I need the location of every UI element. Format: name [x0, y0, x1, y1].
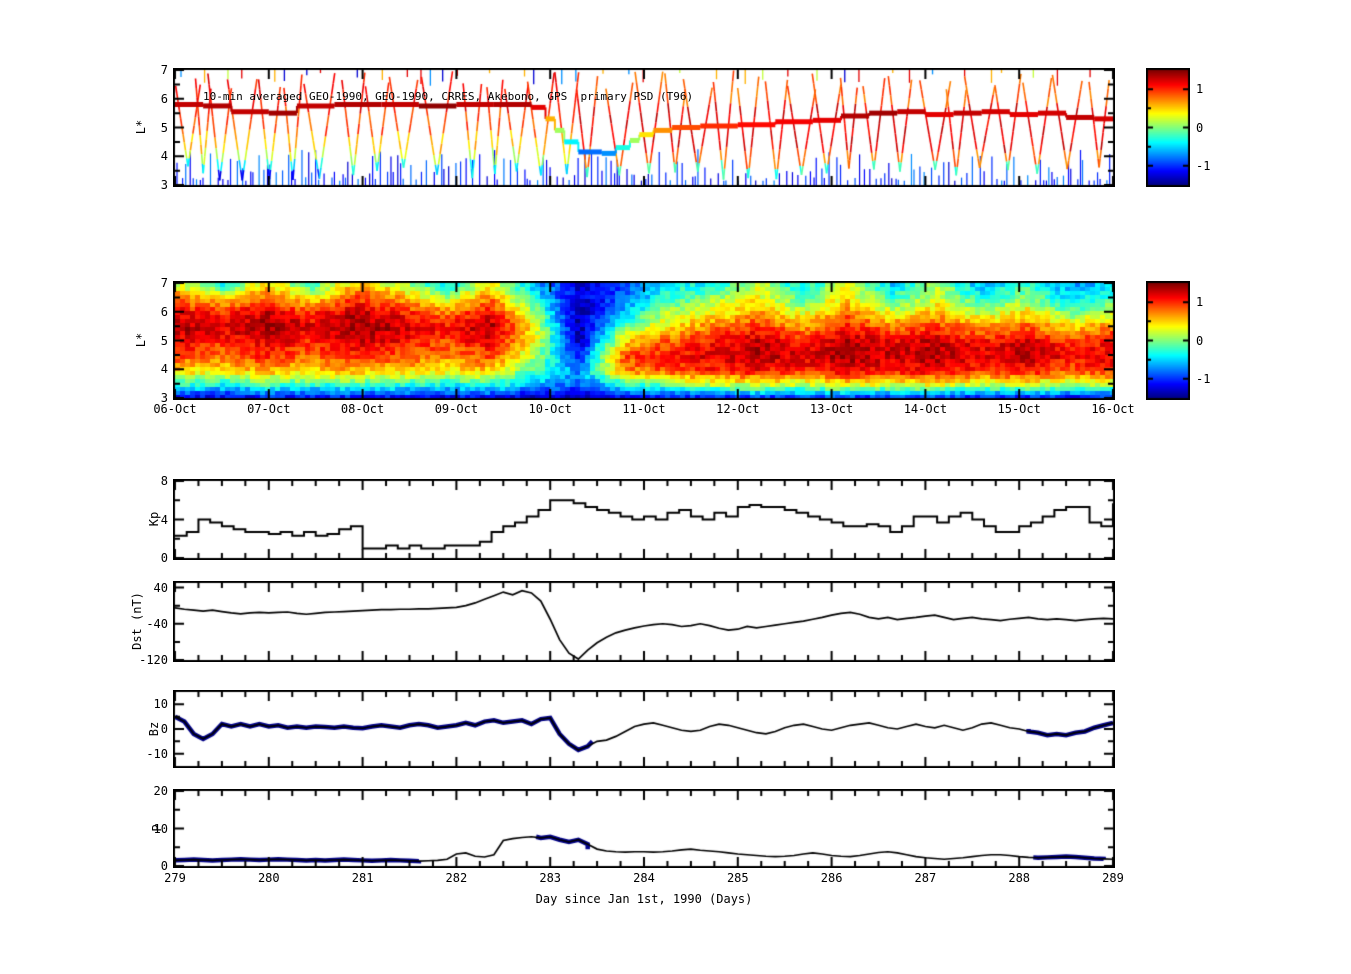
colorbar-tick-label: -1	[1196, 371, 1211, 386]
x-axis-label: Day since Jan 1st, 1990 (Days)	[535, 892, 753, 906]
colorbar-tick-label: -1	[1196, 158, 1211, 173]
x-tick-label: 285	[726, 871, 749, 885]
x-tick-label: 284	[633, 871, 655, 885]
x-tick-label: 282	[445, 871, 468, 885]
y-tick-label: 6	[160, 304, 168, 319]
colorbar-tick-label: 0	[1196, 333, 1204, 348]
y-tick-label: 4	[160, 149, 168, 164]
p-panel	[173, 789, 1115, 868]
date-tick-label: 06-Oct	[153, 402, 197, 416]
y-tick-label: 20	[153, 784, 168, 798]
kp-panel	[173, 479, 1115, 560]
x-tick-label: 288	[1008, 871, 1031, 885]
dst-panel	[173, 581, 1115, 662]
y-tick-label: 3	[160, 178, 168, 192]
x-tick-label: 287	[914, 871, 937, 885]
psd-title: 10-min averaged GEO-1990, GEO-1990, CRRE…	[203, 90, 694, 103]
date-tick-label: 14-Oct	[903, 402, 948, 416]
bz-panel	[173, 690, 1115, 768]
colorbar-tick-label: 0	[1196, 120, 1204, 135]
date-tick-label: 16-Oct	[1091, 402, 1135, 416]
y-tick-label: 7	[160, 276, 168, 290]
y-tick-label: 5	[160, 333, 168, 348]
y-tick-label: -10	[146, 746, 168, 761]
colorbar-tick-label: 1	[1196, 82, 1204, 97]
y-tick-label: 0	[160, 859, 168, 873]
colorbar-middle	[1146, 281, 1190, 400]
y-tick-label: 0	[160, 722, 168, 736]
y-tick-label: 40	[153, 580, 168, 595]
psd_spectrogram-panel	[173, 281, 1115, 400]
psd_scatter-panel	[173, 68, 1115, 187]
y-tick-label: -40	[146, 616, 168, 631]
date-tick-label: 08-Oct	[340, 402, 385, 416]
y-tick-label: 0	[160, 551, 168, 565]
y-tick-label: 10	[153, 697, 168, 712]
y-tick-label: 4	[160, 362, 168, 377]
y-tick-label: 6	[160, 91, 168, 106]
date-tick-label: 07-Oct	[247, 402, 291, 416]
y-tick-label: 5	[160, 120, 168, 135]
colorbar-top	[1146, 68, 1190, 187]
date-tick-label: 11-Oct	[622, 402, 666, 416]
y-tick-label: -120	[139, 653, 168, 667]
x-tick-label: 281	[351, 871, 374, 885]
y-tick-label: 4	[160, 512, 168, 527]
colorbar-tick-label: 1	[1196, 295, 1204, 310]
date-tick-label: 10-Oct	[528, 402, 572, 416]
date-tick-label: 13-Oct	[809, 402, 854, 416]
x-tick-label: 289	[1102, 871, 1124, 885]
y-tick-label: 8	[160, 474, 168, 488]
x-tick-label: 280	[257, 871, 280, 885]
x-tick-label: 283	[539, 871, 562, 885]
date-tick-label: 15-Oct	[997, 402, 1041, 416]
y-tick-label: 3	[160, 391, 168, 405]
y-tick-label: 10	[153, 821, 168, 836]
x-tick-label: 279	[164, 871, 186, 885]
date-tick-label: 09-Oct	[434, 402, 479, 416]
x-tick-label: 286	[820, 871, 843, 885]
y-tick-label: 7	[160, 63, 168, 77]
date-tick-label: 12-Oct	[716, 402, 760, 416]
